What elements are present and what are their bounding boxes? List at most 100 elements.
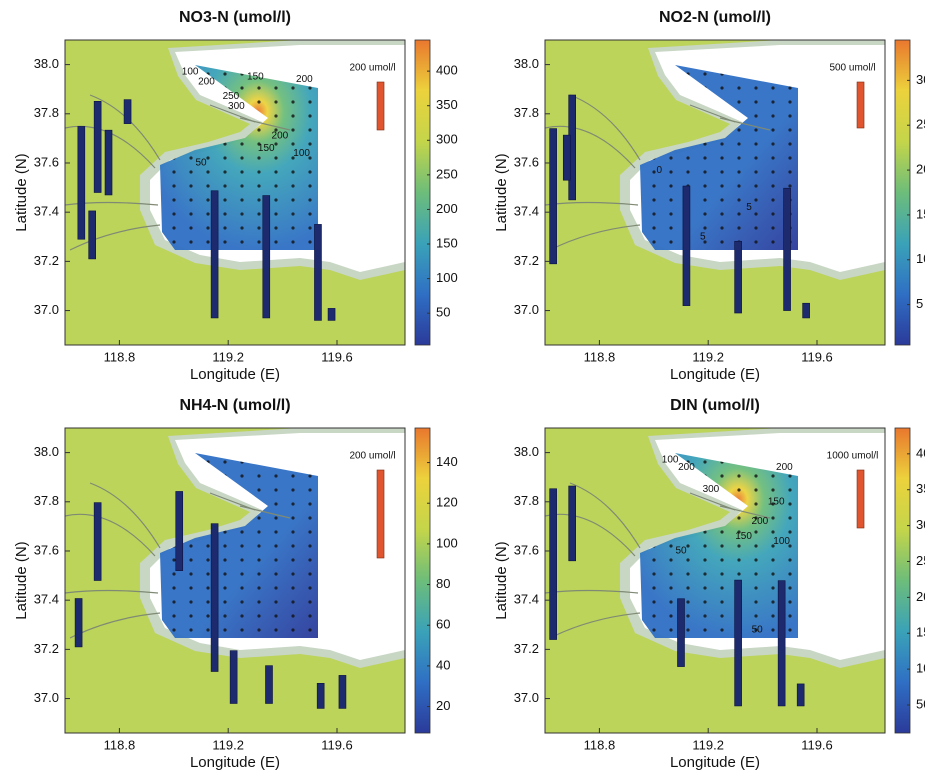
contour-label: 50 — [195, 158, 207, 169]
x-tick-label: 119.6 — [321, 737, 353, 752]
colorbar-tick-label: 300 — [436, 132, 458, 147]
contour-label: 100 — [182, 67, 199, 78]
contour-label: 150 — [735, 531, 752, 542]
river — [569, 482, 641, 549]
contour-label: 150 — [768, 496, 785, 507]
map-area — [545, 40, 885, 345]
colorbar — [414, 427, 431, 734]
river — [689, 492, 736, 511]
scale-label: 500 umol/l — [829, 63, 875, 74]
scale-label: 200 umol/l — [349, 451, 395, 462]
river — [689, 104, 736, 123]
y-tick-label: 37.6 — [34, 154, 59, 169]
station-bar — [549, 488, 557, 640]
river — [69, 224, 161, 251]
river — [545, 125, 636, 169]
colorbar — [894, 427, 911, 734]
colorbar-tick-label: 400 — [916, 445, 925, 460]
y-axis-label: Latitude (N) — [13, 153, 30, 231]
colorbar-tick-label: 140 — [436, 454, 458, 469]
contour-label: 200 — [198, 76, 215, 87]
y-tick-label: 37.8 — [34, 105, 59, 120]
contour-label: 300 — [228, 101, 245, 112]
station-bar — [123, 99, 132, 124]
colorbar-tick-label: 350 — [916, 481, 925, 496]
x-tick-label: 119.2 — [692, 737, 724, 752]
station-bar — [88, 210, 96, 260]
station-bar — [783, 187, 791, 311]
y-tick-label: 37.0 — [34, 690, 59, 705]
colorbar — [894, 39, 911, 346]
stations — [640, 453, 798, 638]
y-tick-label: 37.2 — [514, 253, 539, 268]
colorbar-tick-label: 300 — [916, 517, 925, 532]
x-tick-label: 119.6 — [321, 349, 353, 364]
x-tick-label: 119.2 — [212, 349, 244, 364]
contour-label: 200 — [296, 74, 313, 85]
colorbar-tick-label: 50 — [436, 305, 450, 320]
y-tick-label: 37.0 — [34, 302, 59, 317]
colorbar-tick-label: 150 — [436, 235, 458, 250]
map-panel: 5 5 0 500 umol/l 37.0 37.2 37.4 37.6 37.8 38.0 118… — [493, 9, 925, 383]
colorbar-tick-label: 200 — [916, 589, 925, 604]
y-tick-label: 37.4 — [34, 592, 59, 607]
map-area — [65, 428, 405, 733]
contour-label: 200 — [776, 462, 793, 473]
colorbar-tick-label: 120 — [436, 495, 458, 510]
y-tick-label: 37.4 — [34, 204, 59, 219]
colorbar-tick-label: 250 — [916, 553, 925, 568]
scale-bar — [856, 469, 865, 529]
colorbar-tick-label: 50 — [916, 696, 925, 711]
y-axis-label: Latitude (N) — [493, 153, 510, 231]
contour-label: 200 — [752, 516, 769, 527]
contour-label: 100 — [662, 455, 679, 466]
contour-label: 5 — [700, 231, 706, 242]
station-bar — [77, 126, 86, 240]
stations — [640, 65, 798, 250]
x-axis-label: Longitude (E) — [670, 754, 760, 771]
map-area — [545, 428, 885, 733]
station-bar — [734, 579, 742, 707]
river — [65, 513, 156, 557]
x-tick-label: 118.8 — [584, 349, 616, 364]
x-axis-label: Longitude (E) — [190, 366, 280, 383]
river — [89, 482, 161, 549]
y-tick-label: 38.0 — [514, 56, 539, 71]
map-area — [65, 40, 405, 345]
station-bar — [777, 580, 786, 707]
contour-label: 5 — [746, 202, 752, 213]
y-tick-label: 37.0 — [514, 302, 539, 317]
plot-frame — [64, 39, 406, 346]
colorbar — [414, 39, 431, 346]
scale-label: 200 umol/l — [349, 63, 395, 74]
stations — [160, 65, 318, 250]
station-bar — [338, 675, 347, 709]
river — [209, 104, 256, 123]
x-axis-label: Longitude (E) — [670, 366, 760, 383]
contour-label: 200 — [678, 462, 695, 473]
colorbar-tick-label: 200 — [436, 201, 458, 216]
station-bar — [562, 134, 571, 181]
colorbar-tick-label: 400 — [436, 63, 458, 78]
station-bar — [734, 240, 742, 314]
colorbar-tick-label: 100 — [436, 535, 458, 550]
x-axis-label: Longitude (E) — [190, 754, 280, 771]
colorbar-tick-label: 80 — [436, 576, 450, 591]
y-axis-label: Latitude (N) — [13, 541, 30, 619]
chart-title: NO3-N (umol/l) — [179, 9, 291, 26]
x-tick-label: 119.2 — [212, 737, 244, 752]
y-tick-label: 37.6 — [514, 542, 539, 557]
station-bar — [677, 598, 685, 667]
colorbar-tick-label: 20 — [436, 698, 450, 713]
colorbar-tick-label: 10 — [916, 251, 925, 266]
scale-bar — [376, 469, 385, 559]
plot-frame — [544, 39, 886, 346]
chart-title: DIN (umol/l) — [670, 397, 760, 414]
station-bar — [314, 224, 322, 321]
river — [549, 224, 641, 251]
contour-label: 150 — [247, 72, 264, 83]
colorbar-tick-label: 40 — [436, 657, 450, 672]
colorbar-tick-label: 5 — [916, 296, 923, 311]
